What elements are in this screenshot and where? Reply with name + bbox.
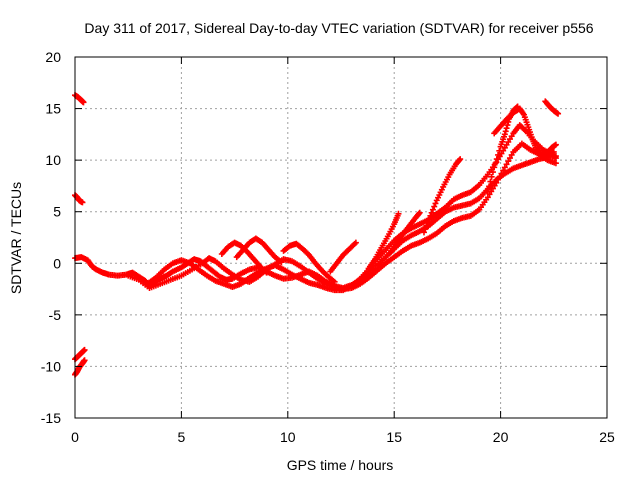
data-point [496, 147, 503, 154]
data-point [415, 210, 422, 217]
x-tick-label: 10 [280, 429, 296, 445]
data-point [488, 173, 495, 180]
data-point [506, 155, 513, 162]
y-tick-label: 20 [45, 49, 61, 65]
data-point [550, 148, 557, 155]
grid-layer [75, 57, 607, 418]
data-point [456, 157, 463, 164]
plot-frame [74, 56, 608, 419]
y-tick-label: -5 [49, 307, 62, 323]
data-point [416, 209, 423, 216]
tick-layer: 0 5 10 15 20 25 -15 -10 -5 0 5 10 15 20 [41, 49, 615, 445]
data-point [457, 156, 464, 163]
series-early-high [72, 92, 87, 106]
y-tick-label: 5 [53, 204, 61, 220]
data-point [503, 161, 510, 168]
series-arc-7 [218, 239, 270, 276]
data-point [552, 141, 559, 148]
data-point [427, 212, 434, 219]
data-point [431, 203, 438, 210]
data-point [491, 164, 498, 171]
data-point [395, 210, 402, 217]
y-tick-label: -10 [41, 358, 61, 374]
data-point [493, 156, 500, 163]
data-point [80, 99, 87, 106]
data-point [496, 173, 503, 180]
data-point [423, 222, 430, 229]
data-point [508, 151, 515, 158]
data-point [503, 125, 510, 132]
y-tick-label: 15 [45, 101, 61, 117]
series-base-b [125, 140, 559, 293]
data-point [484, 188, 491, 195]
data-point [502, 128, 509, 135]
series-rise-15 [365, 210, 402, 272]
data-point [426, 216, 433, 223]
data-point [424, 219, 431, 226]
data-point [552, 155, 559, 162]
x-tick-label: 25 [599, 429, 615, 445]
x-axis-label: GPS time / hours [287, 457, 394, 473]
data-point [486, 183, 493, 190]
data-point [429, 206, 436, 213]
series-rise-16 [386, 209, 423, 256]
data-point [493, 179, 500, 186]
data-point [420, 229, 427, 236]
data-point [422, 226, 429, 233]
data-point [555, 110, 562, 117]
data-point [492, 160, 499, 167]
data-point [501, 164, 508, 171]
x-tick-label: 20 [493, 429, 509, 445]
y-tick-label: 0 [53, 255, 61, 271]
series-arc-10 [280, 240, 338, 285]
y-axis-label: SDTVAR / TECUs [8, 182, 24, 294]
x-tick-label: 15 [386, 429, 402, 445]
data-point [552, 160, 559, 167]
x-tick-label: 5 [178, 429, 186, 445]
data-point [498, 170, 505, 177]
y-tick-label: -15 [41, 410, 61, 426]
series-top-22 [542, 98, 562, 117]
data-point [505, 158, 512, 165]
series-early-mid [72, 192, 86, 206]
series-arc-8 [233, 235, 285, 266]
data-point [81, 346, 88, 353]
data-point [352, 239, 359, 246]
data-point [278, 259, 285, 266]
series-early-low-a [72, 346, 88, 363]
data-point [495, 176, 502, 183]
data-point [432, 200, 439, 207]
y-tick-label: 10 [45, 152, 61, 168]
data-point [495, 151, 502, 158]
x-tick-label: 0 [71, 429, 79, 445]
data-point [331, 278, 338, 285]
data-point [500, 167, 507, 174]
series-rise-18 [420, 156, 464, 236]
data-point [263, 269, 270, 276]
chart-title: Day 311 of 2017, Sidereal Day-to-day VTE… [84, 20, 593, 36]
series-arc-12 [327, 239, 359, 275]
data-point [504, 122, 511, 129]
data-point [501, 131, 508, 138]
series-tail-22 [540, 141, 559, 162]
data-point [552, 154, 559, 161]
data-layer [72, 92, 562, 378]
data-point [81, 357, 88, 364]
data-point [489, 169, 496, 176]
data-point [428, 209, 435, 216]
data-point [487, 178, 494, 185]
data-point [79, 199, 86, 206]
